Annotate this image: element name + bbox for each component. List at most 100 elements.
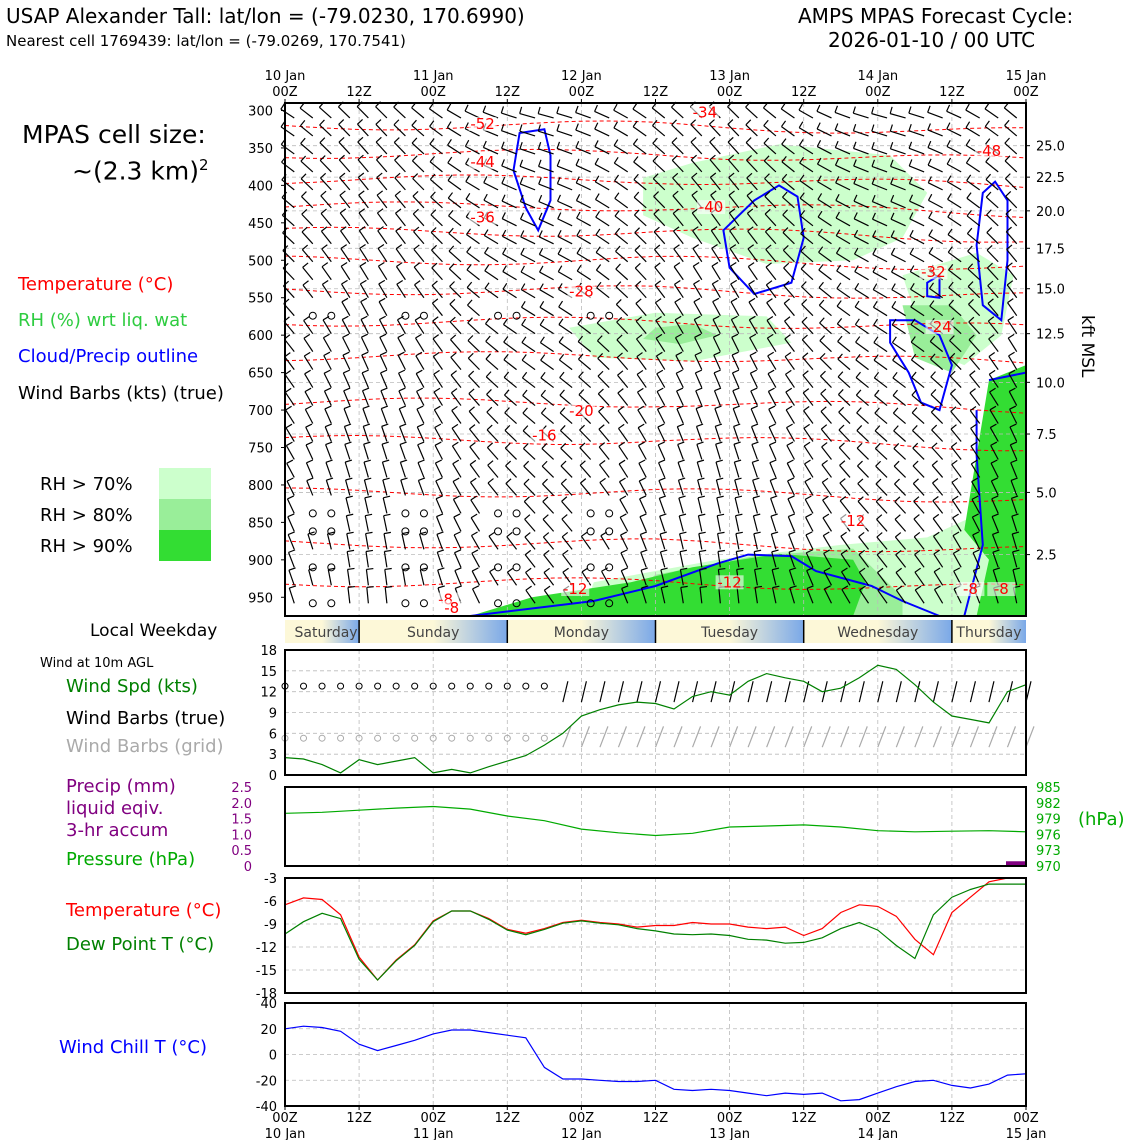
windchill-tick-label: -40 <box>256 1100 277 1115</box>
wind-barb-flag <box>615 263 621 270</box>
wind-barb-flag <box>599 477 606 483</box>
wind-barb <box>576 270 591 281</box>
wind-barb <box>985 161 999 173</box>
wind-barb <box>836 323 851 335</box>
wind-barb-flag <box>561 514 568 520</box>
wind-barb-flag <box>576 264 582 272</box>
wind-barb <box>731 354 740 370</box>
calm-circle <box>512 527 521 536</box>
wind-barb-flag <box>752 477 760 481</box>
wind-barb-flag <box>834 123 839 131</box>
wind-barb-flag <box>519 194 524 202</box>
wind-barb-flag <box>1004 155 1011 162</box>
wind-barb <box>947 198 962 209</box>
wind-barb <box>858 554 870 568</box>
wind-barb-flag <box>453 495 460 500</box>
wind-barb <box>483 199 499 209</box>
calm-circle <box>512 509 521 518</box>
wind-barb-flag <box>482 140 487 148</box>
wind-barb-flag <box>699 585 708 588</box>
wind-barb-flag <box>890 212 895 220</box>
wind-barb <box>285 409 295 424</box>
wind-barb-flag <box>695 387 703 392</box>
wind-barb-flag <box>784 334 791 340</box>
wind-barb-flag <box>730 279 738 285</box>
wind-barb <box>361 390 369 406</box>
wind-barb <box>382 497 388 514</box>
wind-barb-flag <box>783 280 790 287</box>
wind-barb <box>874 412 888 424</box>
wind-barb-flag <box>594 157 599 165</box>
wind-barb-flag <box>519 106 523 114</box>
wind-barb <box>575 129 591 137</box>
calm-circle <box>586 527 595 536</box>
calm-circle <box>327 563 336 572</box>
wind-barb <box>968 339 981 353</box>
wind-barb-flag <box>580 478 587 484</box>
wind-barb-flag <box>785 369 792 375</box>
wind-barb-flag <box>449 281 455 287</box>
wind-barb <box>892 395 906 407</box>
wind-barb <box>501 182 517 191</box>
wind-barb-flag <box>735 495 743 499</box>
wind-barb <box>598 411 610 424</box>
wind-barb-flag <box>429 120 435 127</box>
wind-barb <box>398 372 406 388</box>
wind-barb-flag <box>931 424 938 431</box>
wind-barb <box>655 337 666 352</box>
wind-barb <box>402 569 407 586</box>
pressure-tick-label: 970 <box>1036 860 1061 875</box>
calm-circle <box>605 563 614 572</box>
wind-barb-flag <box>800 227 806 234</box>
wind-barb-flag <box>699 549 707 553</box>
wind-grid-calm <box>374 734 382 742</box>
wind-barb-flag <box>854 318 860 325</box>
wind-barb <box>736 587 740 604</box>
wind-barb <box>677 462 684 478</box>
wind-barb <box>1009 408 1018 424</box>
wind-barb-flag <box>502 247 507 255</box>
wind-barb-flag <box>836 264 842 272</box>
wind-barb-flag <box>911 407 918 414</box>
wind-barb <box>467 357 480 371</box>
wind-barb-flag <box>909 265 915 272</box>
wind-barb <box>855 377 869 389</box>
wind-barb <box>990 445 999 460</box>
wind-barb-flag <box>802 370 809 376</box>
cell-size-exponent: 2 <box>199 156 209 174</box>
wind-barb-flag <box>397 351 405 356</box>
wind-barb <box>280 126 295 137</box>
wind-barb-flag <box>399 405 406 410</box>
wind-barb <box>398 408 406 424</box>
wind-barb-flag <box>652 137 658 144</box>
wind-barb <box>617 428 629 442</box>
wind-barb-flag <box>713 333 720 338</box>
kft-tick-label: 10.0 <box>1036 376 1065 391</box>
wind-barb-flag <box>951 495 959 501</box>
wind-barb <box>854 306 869 317</box>
pressure-tick-label: 985 <box>1036 781 1061 796</box>
wind-barb-flag <box>382 459 390 463</box>
wind-barb <box>728 212 740 227</box>
wind-barb-flag <box>300 137 306 144</box>
wind-barb-flag <box>596 317 603 324</box>
wind-barb <box>357 141 369 155</box>
wind-barb <box>325 480 332 496</box>
pressure-tick-label: 700 <box>248 404 273 419</box>
wind-barb <box>912 465 925 478</box>
wind-barb-flag <box>908 159 913 167</box>
kft-tick-label: 12.5 <box>1036 328 1065 343</box>
wind-barb <box>834 129 851 137</box>
wind-barb-flag <box>839 495 847 502</box>
wind-barb-flag <box>770 513 778 517</box>
wind-barb-flag <box>557 247 562 255</box>
wind-true-barb <box>673 681 680 703</box>
wind-barb <box>914 571 925 586</box>
wind-barb <box>504 447 517 460</box>
wind-barb <box>525 589 536 604</box>
wind-barb <box>470 517 481 532</box>
wind-barb <box>394 159 406 173</box>
wind-barb-flag <box>932 513 940 519</box>
wind-barb <box>951 481 962 496</box>
wind-barb <box>323 355 332 370</box>
